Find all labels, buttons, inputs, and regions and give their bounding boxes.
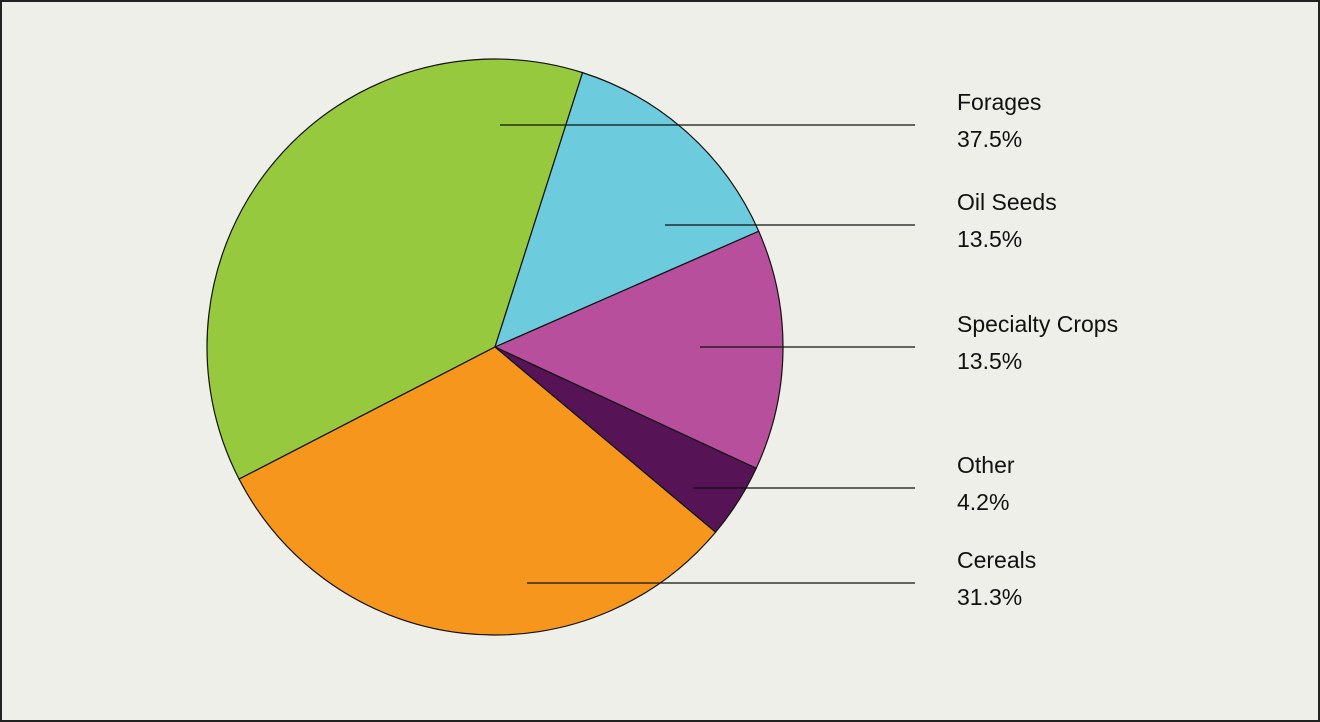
slice-value-label: 4.2% [957,489,1009,515]
pie-slice [493,230,784,470]
slice-value-label: 13.5% [957,348,1022,374]
pie-slice [494,71,760,349]
slice-label: Forages [957,89,1041,115]
slice-label: Other [957,452,1015,478]
slice-value-label: 13.5% [957,226,1022,252]
slice-label: Specialty Crops [957,311,1118,337]
pie-slice [206,58,584,480]
slice-label: Cereals [957,547,1036,573]
slice-value-label: 31.3% [957,584,1022,610]
slice-label: Oil Seeds [957,189,1057,215]
slice-value-label: 37.5% [957,126,1022,152]
